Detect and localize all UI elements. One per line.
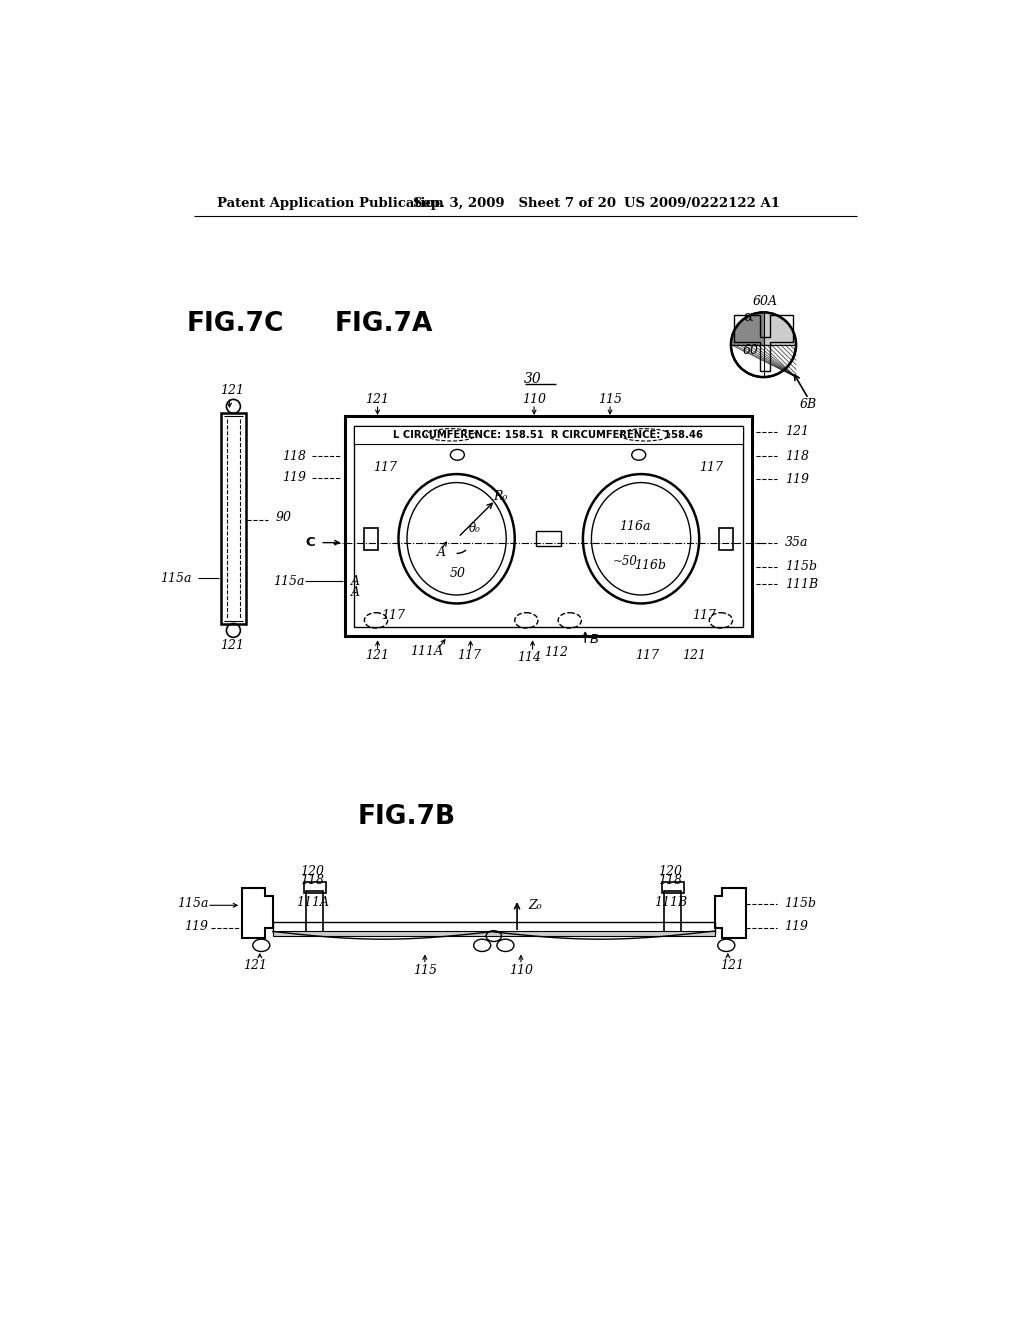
Bar xyxy=(304,882,326,892)
Text: L CIRCUMFERENCE: 158.51  R CIRCUMFERENCE: 158.46: L CIRCUMFERENCE: 158.51 R CIRCUMFERENCE:… xyxy=(393,430,703,440)
Text: 115b: 115b xyxy=(784,898,816,911)
Bar xyxy=(364,528,378,549)
Text: 118: 118 xyxy=(283,450,306,463)
Text: R₀: R₀ xyxy=(493,490,508,503)
Text: B: B xyxy=(590,634,599,647)
Text: α: α xyxy=(743,310,753,323)
Text: 111A: 111A xyxy=(296,896,329,908)
Bar xyxy=(662,882,684,892)
Text: FIG.7B: FIG.7B xyxy=(358,804,456,830)
Text: 60A: 60A xyxy=(753,296,777,308)
Text: 115: 115 xyxy=(598,393,622,407)
Text: Z₀: Z₀ xyxy=(528,899,542,912)
Text: 121: 121 xyxy=(721,958,744,972)
Text: 121: 121 xyxy=(366,393,389,407)
Bar xyxy=(221,412,246,624)
Text: 121: 121 xyxy=(243,958,267,972)
Text: 116a: 116a xyxy=(620,520,650,533)
Bar xyxy=(665,891,681,933)
Text: FIG.7A: FIG.7A xyxy=(335,312,433,337)
Text: 118: 118 xyxy=(658,874,683,887)
Text: 115a: 115a xyxy=(273,574,305,587)
Text: 30: 30 xyxy=(523,372,542,387)
Text: 118: 118 xyxy=(300,874,325,887)
Text: 119: 119 xyxy=(784,920,808,933)
Text: 116b: 116b xyxy=(634,560,667,573)
Bar xyxy=(273,923,715,933)
Text: Patent Application Publication: Patent Application Publication xyxy=(217,197,443,210)
Text: 117: 117 xyxy=(692,610,716,622)
Bar xyxy=(537,531,561,546)
Text: 112: 112 xyxy=(544,647,567,659)
Text: 35a: 35a xyxy=(785,536,809,549)
Wedge shape xyxy=(764,313,796,345)
Text: 118: 118 xyxy=(785,450,809,463)
Text: 111B: 111B xyxy=(654,896,687,908)
Bar xyxy=(345,416,752,636)
Text: 119: 119 xyxy=(184,920,209,933)
Text: 115a: 115a xyxy=(160,572,191,585)
Text: 117: 117 xyxy=(374,461,397,474)
Text: 115: 115 xyxy=(413,964,437,977)
Text: θ₀: θ₀ xyxy=(469,521,481,535)
Text: 119: 119 xyxy=(283,471,306,484)
Text: A: A xyxy=(351,574,360,587)
Text: 111A: 111A xyxy=(410,645,442,659)
Text: 111B: 111B xyxy=(785,578,818,591)
Bar xyxy=(354,425,742,627)
Text: FIG.7C: FIG.7C xyxy=(186,312,284,337)
Text: 110: 110 xyxy=(522,393,546,407)
Text: 121: 121 xyxy=(785,425,809,438)
Text: 120: 120 xyxy=(300,865,325,878)
Text: A: A xyxy=(351,586,360,599)
Text: 120: 120 xyxy=(658,865,683,878)
Text: US 2009/0222122 A1: US 2009/0222122 A1 xyxy=(624,197,780,210)
Wedge shape xyxy=(732,313,764,345)
Bar xyxy=(273,931,715,936)
Bar xyxy=(306,891,324,933)
Text: 121: 121 xyxy=(220,639,244,652)
Text: C: C xyxy=(305,536,315,549)
Text: 119: 119 xyxy=(785,473,809,486)
Bar xyxy=(354,425,742,444)
Text: 90: 90 xyxy=(275,511,291,524)
Text: Sep. 3, 2009   Sheet 7 of 20: Sep. 3, 2009 Sheet 7 of 20 xyxy=(414,197,616,210)
Text: A: A xyxy=(436,546,445,560)
Text: 60: 60 xyxy=(743,345,759,358)
Text: 115a: 115a xyxy=(177,898,209,911)
Text: ~50: ~50 xyxy=(613,556,638,569)
Text: 50: 50 xyxy=(451,566,466,579)
Text: 110: 110 xyxy=(509,964,532,977)
Text: 114: 114 xyxy=(517,651,541,664)
Text: 117: 117 xyxy=(635,649,659,663)
Text: 117: 117 xyxy=(699,461,724,474)
Text: 121: 121 xyxy=(366,649,389,663)
Bar xyxy=(719,528,733,549)
Text: 117: 117 xyxy=(457,649,481,663)
Text: 121: 121 xyxy=(682,649,706,663)
Text: 121: 121 xyxy=(220,384,244,397)
Text: 6B: 6B xyxy=(800,399,817,412)
Text: 117: 117 xyxy=(381,610,406,622)
Text: 115b: 115b xyxy=(785,560,817,573)
